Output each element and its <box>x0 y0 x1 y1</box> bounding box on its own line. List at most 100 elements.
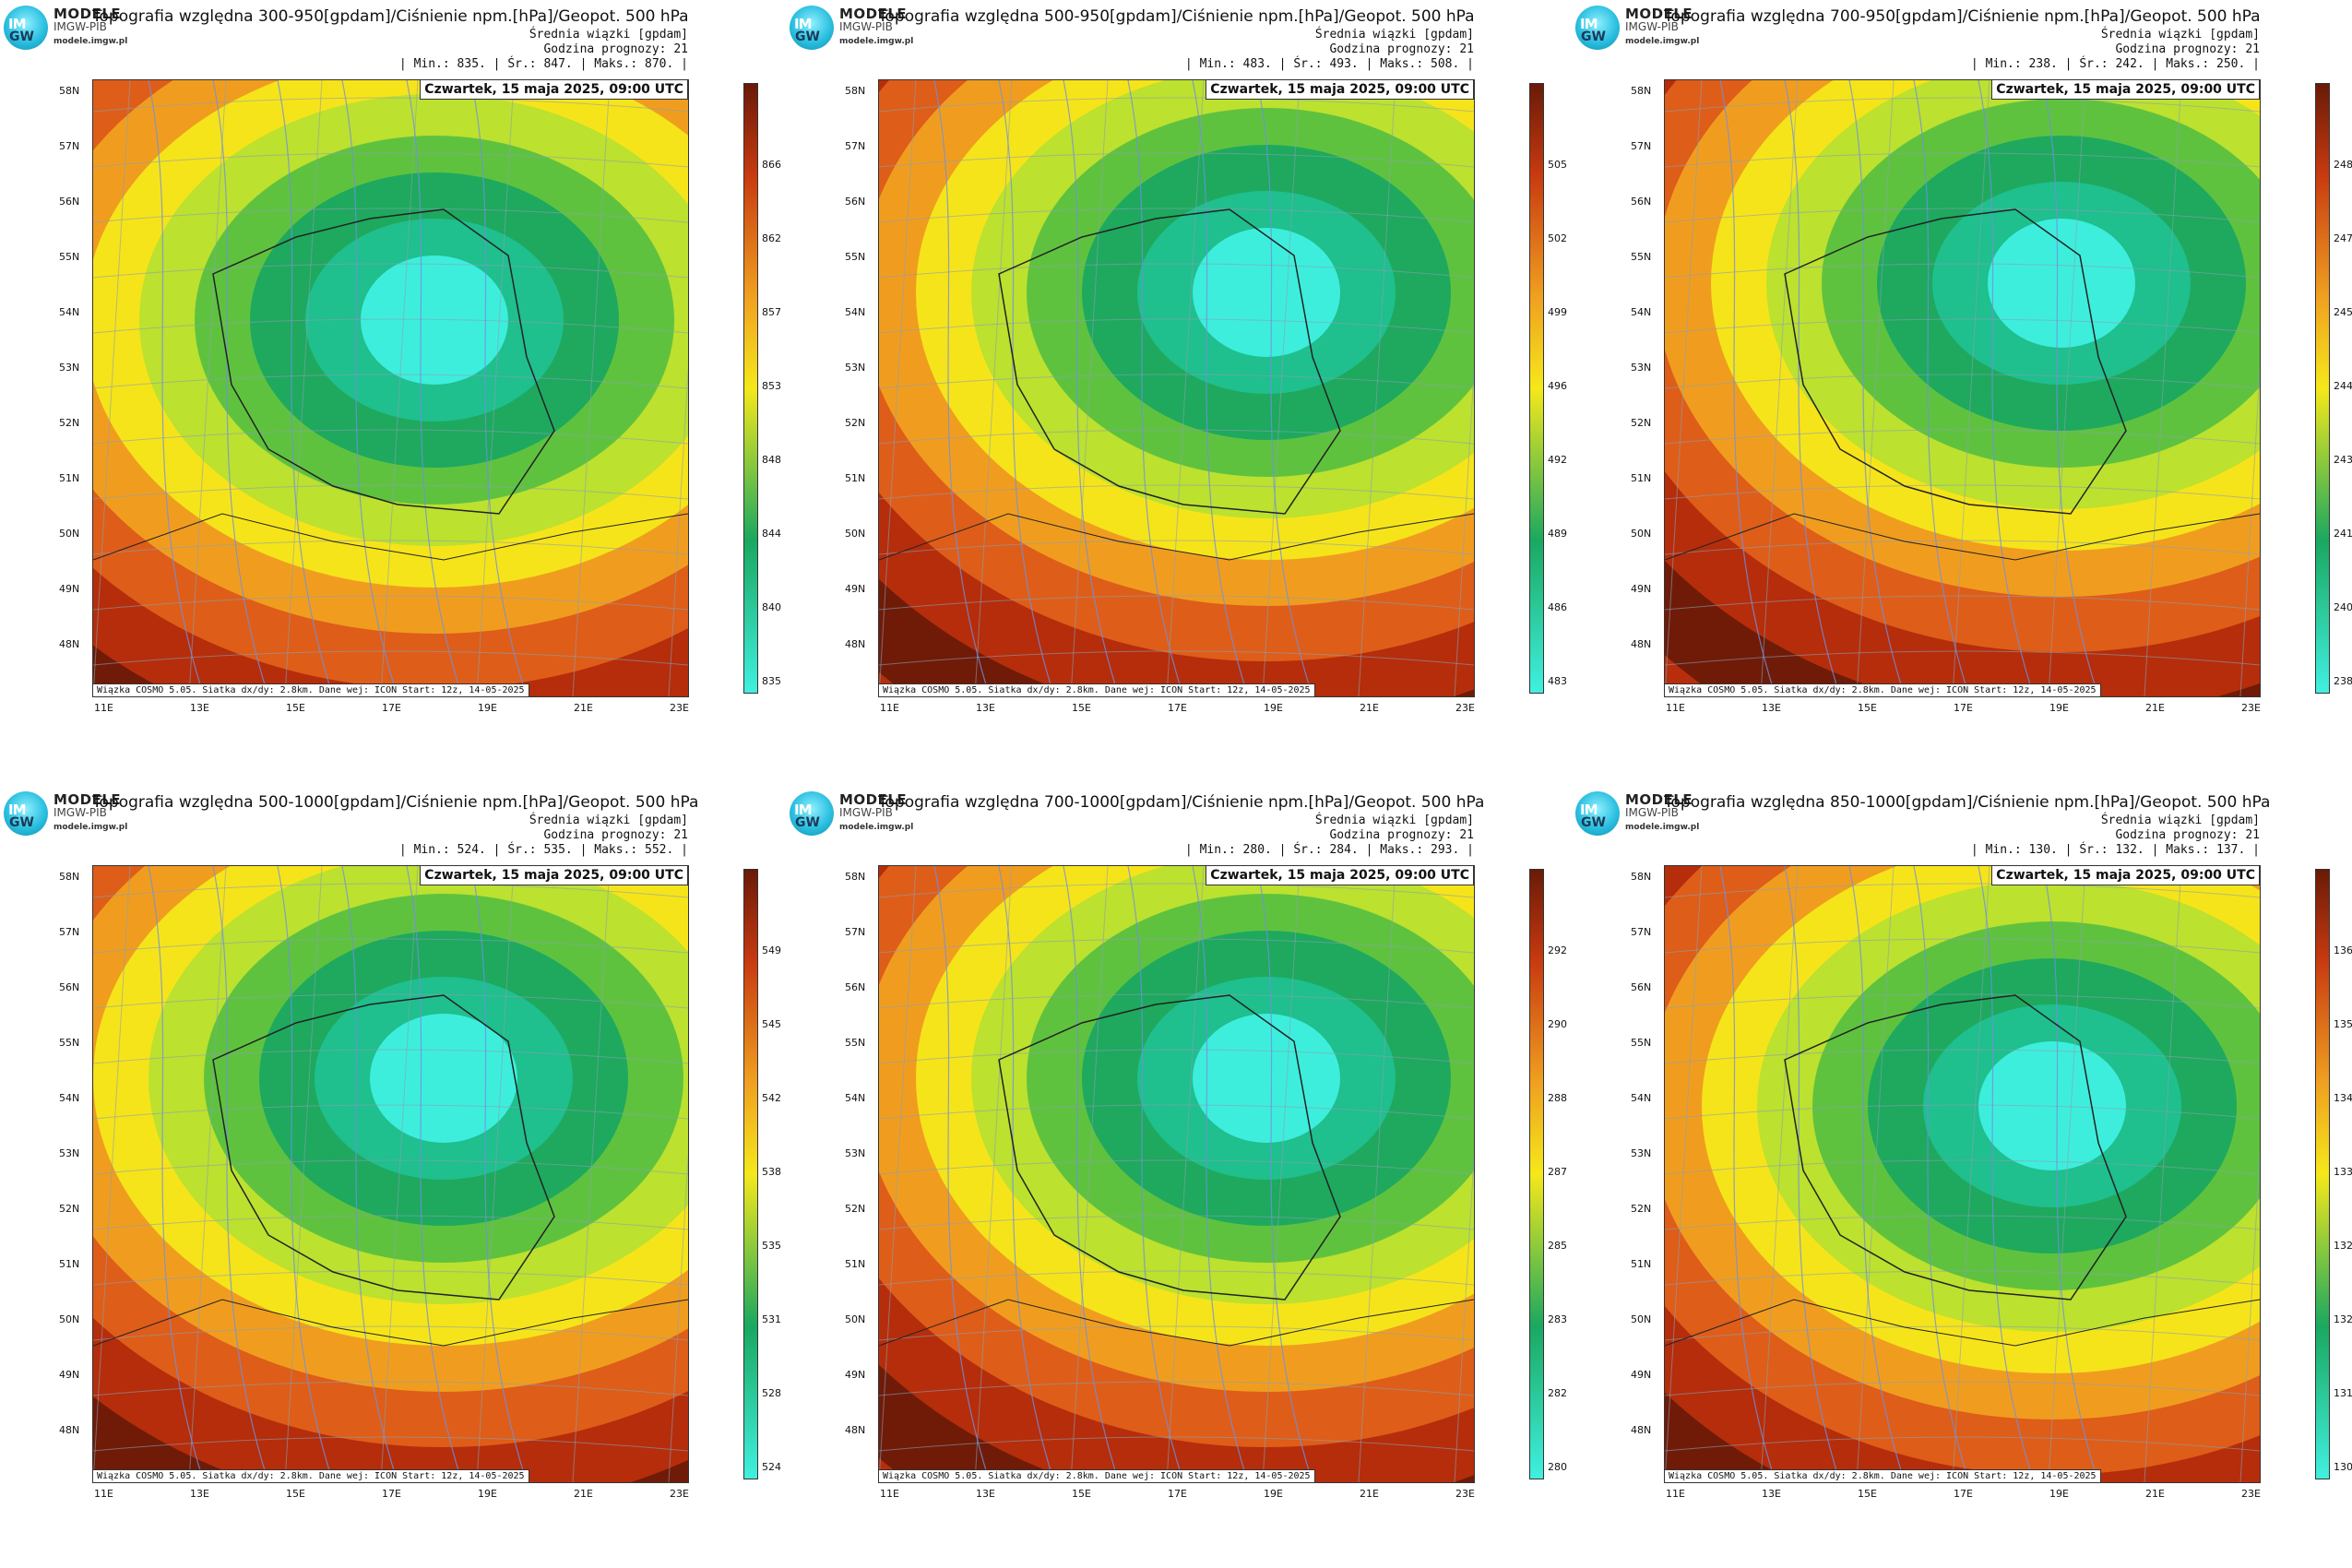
imgw-logo: IM GW MODELE IMGW-PIB modele.imgw.pl <box>4 4 151 50</box>
lat-label: 56N <box>59 196 80 208</box>
colorbar-tick: 135 <box>2334 1018 2352 1030</box>
imgw-logo-icon: IM GW <box>4 791 48 836</box>
lat-label: 51N <box>59 472 80 484</box>
lon-label: 23E <box>1455 1488 1475 1500</box>
lon-label: 19E <box>2049 1488 2069 1500</box>
colorbar <box>1529 83 1544 694</box>
lat-label: 50N <box>1631 528 1652 540</box>
colorbar-tick: 243 <box>2334 454 2352 466</box>
valid-date: Czwartek, 15 maja 2025, 09:00 UTC <box>1991 865 2260 885</box>
forecast-map <box>92 79 689 697</box>
lat-label: 57N <box>845 140 866 152</box>
lon-label: 23E <box>2241 1488 2261 1500</box>
imgw-logo: IM GW MODELE IMGW-PIB modele.imgw.pl <box>4 790 151 836</box>
colorbar-tick: 531 <box>762 1313 781 1325</box>
lon-label: 17E <box>1168 1488 1187 1500</box>
model-footer: Wiązka COSMO 5.05. Siatka dx/dy: 2.8km. … <box>1664 683 2101 697</box>
colorbar-tick: 287 <box>1548 1166 1567 1178</box>
forecast-hour: Godzina prognozy: 21 <box>1329 828 1474 842</box>
colorbar-tick: 528 <box>762 1387 781 1399</box>
lat-label: 52N <box>59 417 80 429</box>
forecast-hour: Godzina prognozy: 21 <box>2115 828 2260 842</box>
lat-label: 49N <box>1631 583 1652 595</box>
lon-label: 21E <box>2145 1488 2165 1500</box>
colorbar-tick: 240 <box>2334 601 2352 613</box>
colorbar <box>2315 83 2330 694</box>
lon-label: 15E <box>1858 1488 1877 1500</box>
lon-label: 19E <box>1264 1488 1283 1500</box>
panel-stats: | Min.: 835. | Śr.: 847. | Maks.: 870. | <box>398 57 688 71</box>
lat-label: 51N <box>1631 1258 1652 1270</box>
lat-label: 49N <box>59 583 80 595</box>
colorbar-tick: 489 <box>1548 528 1567 540</box>
lat-label: 57N <box>845 926 866 938</box>
colorbar-tick: 244 <box>2334 380 2352 392</box>
lat-label: 50N <box>845 1313 866 1325</box>
map-panel: IM GW MODELE IMGW-PIB modele.imgw.pl Topo… <box>1572 0 2352 719</box>
panel-subtitle: Średnia wiązki [gpdam] <box>529 814 688 827</box>
panel-stats: | Min.: 524. | Śr.: 535. | Maks.: 552. | <box>398 843 688 857</box>
colorbar-tick: 132 <box>2334 1240 2352 1252</box>
lon-label: 21E <box>2145 702 2165 714</box>
forecast-hour: Godzina prognozy: 21 <box>1329 42 1474 56</box>
lat-label: 58N <box>59 871 80 883</box>
lon-label: 23E <box>670 702 689 714</box>
lon-label: 19E <box>478 1488 497 1500</box>
lat-label: 48N <box>1631 638 1652 650</box>
colorbar-tick: 282 <box>1548 1387 1567 1399</box>
lat-label: 52N <box>1631 1203 1652 1215</box>
colorbar-tick: 136 <box>2334 944 2352 956</box>
map-panel: IM GW MODELE IMGW-PIB modele.imgw.pl Topo… <box>786 0 1567 719</box>
forecast-map <box>878 865 1475 1483</box>
panel-subtitle: Średnia wiązki [gpdam] <box>529 28 688 42</box>
lon-label: 17E <box>382 702 401 714</box>
forecast-map <box>1664 79 2261 697</box>
colorbar-tick: 538 <box>762 1166 781 1178</box>
lon-label: 13E <box>976 702 995 714</box>
colorbar-tick: 292 <box>1548 944 1567 956</box>
lon-label: 11E <box>94 702 113 714</box>
lon-label: 15E <box>1072 1488 1091 1500</box>
colorbar-tick: 492 <box>1548 454 1567 466</box>
lat-label: 58N <box>1631 85 1652 97</box>
lat-label: 57N <box>1631 926 1652 938</box>
colorbar-tick: 133 <box>2334 1166 2352 1178</box>
colorbar-tick: 840 <box>762 601 781 613</box>
colorbar-tick: 542 <box>762 1092 781 1104</box>
lon-label: 11E <box>1666 702 1685 714</box>
colorbar <box>743 869 758 1479</box>
valid-date: Czwartek, 15 maja 2025, 09:00 UTC <box>420 79 688 100</box>
model-footer: Wiązka COSMO 5.05. Siatka dx/dy: 2.8km. … <box>1664 1469 2101 1483</box>
lon-label: 15E <box>1072 702 1091 714</box>
lat-label: 56N <box>845 196 866 208</box>
lat-label: 49N <box>845 583 866 595</box>
colorbar-tick: 524 <box>762 1461 781 1473</box>
lat-label: 55N <box>59 251 80 263</box>
colorbar-tick: 132 <box>2334 1313 2352 1325</box>
lat-label: 58N <box>1631 871 1652 883</box>
lat-label: 48N <box>1631 1424 1652 1436</box>
lon-label: 17E <box>1954 1488 1973 1500</box>
lon-label: 23E <box>670 1488 689 1500</box>
lat-label: 53N <box>59 362 80 374</box>
lat-label: 53N <box>1631 1147 1652 1159</box>
lat-label: 50N <box>59 528 80 540</box>
imgw-logo-icon: IM GW <box>1575 6 1620 50</box>
lon-label: 15E <box>1858 702 1877 714</box>
imgw-logo: IM GW MODELE IMGW-PIB modele.imgw.pl <box>790 790 937 836</box>
colorbar-tick: 848 <box>762 454 781 466</box>
lat-label: 54N <box>1631 1092 1652 1104</box>
lat-label: 55N <box>845 251 866 263</box>
map-panel: IM GW MODELE IMGW-PIB modele.imgw.pl Topo… <box>0 0 781 719</box>
lat-label: 58N <box>59 85 80 97</box>
lon-label: 15E <box>286 702 305 714</box>
lat-label: 54N <box>59 1092 80 1104</box>
lon-label: 13E <box>190 702 209 714</box>
forecast-map <box>92 865 689 1483</box>
panel-stats: | Min.: 130. | Śr.: 132. | Maks.: 137. | <box>1970 843 2260 857</box>
colorbar-tick: 248 <box>2334 159 2352 171</box>
lat-label: 51N <box>845 1258 866 1270</box>
colorbar-tick: 290 <box>1548 1018 1567 1030</box>
map-panel: IM GW MODELE IMGW-PIB modele.imgw.pl Topo… <box>786 786 1567 1505</box>
lon-label: 11E <box>880 702 899 714</box>
